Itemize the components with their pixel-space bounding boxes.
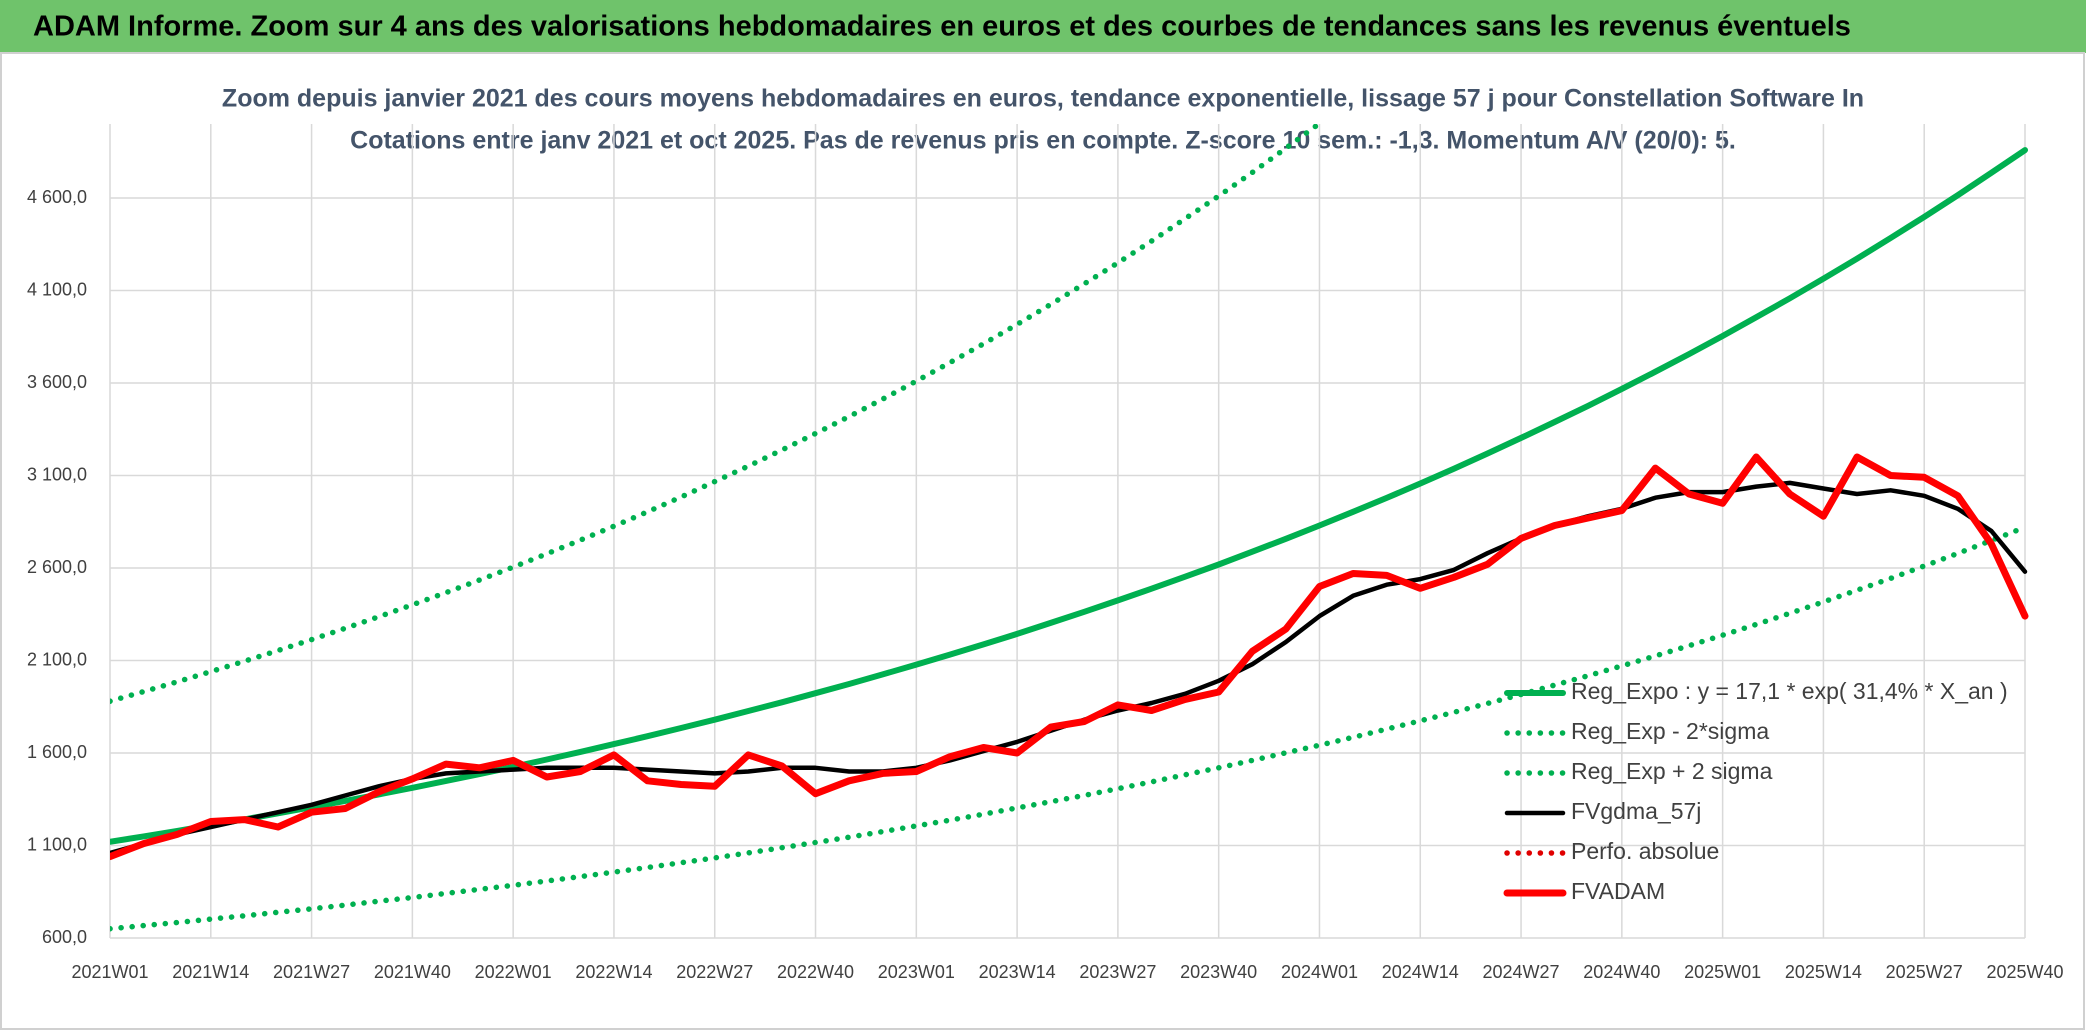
- x-tick-label: 2025W27: [1886, 962, 1963, 982]
- x-tick-label: 2023W14: [979, 962, 1056, 982]
- chart-subtitle: Cotations entre janv 2021 et oct 2025. P…: [350, 127, 1736, 155]
- x-tick-label: 2024W27: [1483, 962, 1560, 982]
- legend-label: FVgdma_57j: [1571, 798, 1701, 824]
- series-line: [110, 524, 2028, 932]
- y-tick-label: 4 100,0: [27, 279, 87, 299]
- plot-area: [110, 124, 2029, 932]
- y-tick-label: 1 600,0: [27, 742, 87, 762]
- x-tick-label: 2021W14: [172, 962, 249, 982]
- y-tick-label: 2 600,0: [27, 557, 87, 577]
- legend-label: FVADAM: [1571, 878, 1665, 904]
- series-line: [110, 147, 2028, 845]
- x-tick-label: 2023W27: [1079, 962, 1156, 982]
- legend-label: Reg_Exp + 2 sigma: [1571, 758, 1773, 784]
- y-tick-label: 1 100,0: [27, 834, 87, 854]
- chart-border: [0, 52, 2085, 1030]
- axis-labels: 600,0 1 100,0 1 600,0 2 100,0 2 600,0 3 100,0…: [27, 187, 2064, 982]
- y-tick-label: 4 600,0: [27, 187, 87, 207]
- x-tick-label: 2025W40: [1986, 962, 2063, 982]
- y-tick-label: 3 600,0: [27, 372, 87, 392]
- x-tick-label: 2021W40: [374, 962, 451, 982]
- x-tick-label: 2021W27: [273, 962, 350, 982]
- y-tick-label: 600,0: [42, 927, 87, 947]
- x-tick-label: 2024W40: [1583, 962, 1660, 982]
- x-tick-label: 2022W01: [475, 962, 552, 982]
- legend-label: Reg_Expo : y = 17,1 * exp( 31,4% * X_an …: [1571, 678, 2008, 704]
- x-tick-label: 2022W27: [676, 962, 753, 982]
- legend-label: Reg_Exp - 2*sigma: [1571, 718, 1769, 744]
- chart-title: Zoom depuis janvier 2021 des cours moyen…: [222, 85, 1864, 113]
- x-tick-label: 2022W14: [575, 962, 652, 982]
- grid: [109, 124, 2026, 939]
- x-tick-label: 2023W40: [1180, 962, 1257, 982]
- header-title: ADAM Informe. Zoom sur 4 ans des valoris…: [33, 11, 1851, 43]
- x-tick-label: 2024W14: [1382, 962, 1459, 982]
- series-line: [110, 453, 2029, 861]
- x-tick-label: 2021W01: [71, 962, 148, 982]
- header-bar: [0, 0, 2086, 53]
- y-tick-label: 3 100,0: [27, 464, 87, 484]
- x-tick-label: 2025W14: [1785, 962, 1862, 982]
- x-tick-label: 2022W40: [777, 962, 854, 982]
- legend-label: Perfo. absolue: [1571, 838, 1719, 864]
- legend: Reg_Expo : y = 17,1 * exp( 31,4% * X_an …: [1503, 678, 2008, 904]
- x-tick-label: 2024W01: [1281, 962, 1358, 982]
- x-tick-label: 2023W01: [878, 962, 955, 982]
- x-tick-label: 2025W01: [1684, 962, 1761, 982]
- y-tick-label: 2 100,0: [27, 649, 87, 669]
